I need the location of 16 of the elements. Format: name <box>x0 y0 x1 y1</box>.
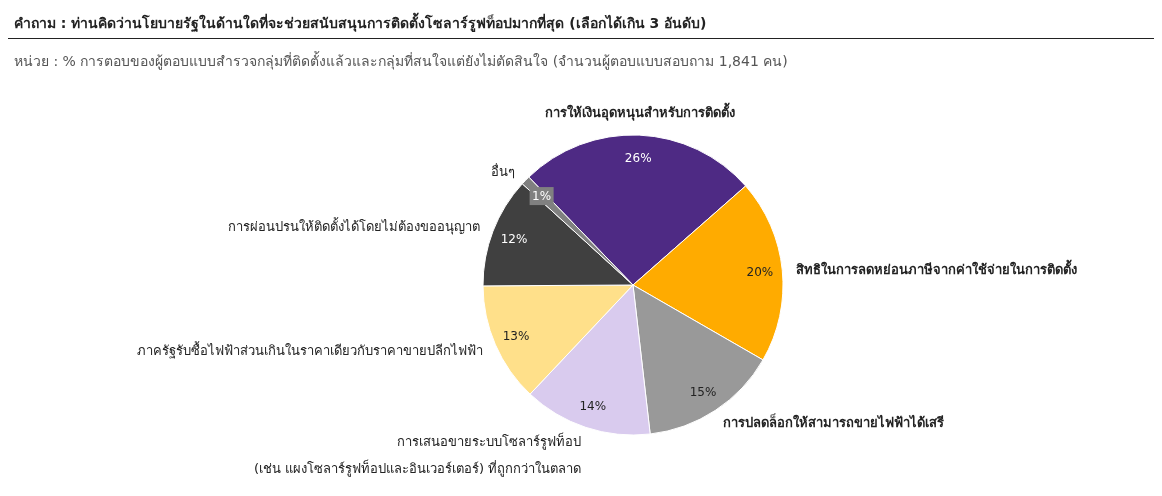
data-label: 26% <box>624 150 652 165</box>
data-label: 1% <box>532 189 552 204</box>
slice-label: การให้เงินอุดหนุนสำหรับการติดตั้ง <box>544 102 735 122</box>
data-label: 20% <box>746 265 774 280</box>
chart-subtitle: หน่วย : % การตอบของผู้ตอบแบบสำรวจกลุ่มที่ติดตั้งแล้วและกลุ่มที่สนใจแต่ยังไม่ตัดสินใจ (จำนวนผู้ตอบแบบสอบถาม 1,841 คน) <box>14 50 788 72</box>
slice-label: การผ่อนปรนให้ติดตั้งได้โดยไม่ต้องขออนุญาต <box>227 217 480 236</box>
slice-label: สิทธิในการลดหย่อนภาษีจากค่าใช้จ่ายในการติดตั้ง <box>796 258 1078 277</box>
data-label: 14% <box>579 399 607 413</box>
slice-label: การปลดล็อกให้สามารถขายไฟฟ้าได้เสรี <box>723 413 945 431</box>
slice-label: อื่นๆ <box>491 162 516 179</box>
data-label: 12% <box>500 232 528 247</box>
slice-label: ภาครัฐรับซื้อไฟฟ้าส่วนเกินในราคาเดียวกับราคาขายปลีกไฟฟ้า <box>136 341 483 360</box>
chart-title: คำถาม : ท่านคิดว่านโยบายรัฐในด้านใดที่จะช่วยสนับสนุนการติดตั้งโซลาร์รูฟท็อปมากที่สุด (เลือกได้เกิน 3 อันดับ) <box>14 12 707 34</box>
slice-label: การเสนอขายระบบโซลาร์รูฟท็อป (เช่น แผงโซลาร์รูฟท็อปและอินเวอร์เตอร์) ที่ถูกกว่าในตลาด <box>253 431 582 477</box>
data-label: 13% <box>502 328 530 343</box>
data-label: 15% <box>689 384 717 399</box>
